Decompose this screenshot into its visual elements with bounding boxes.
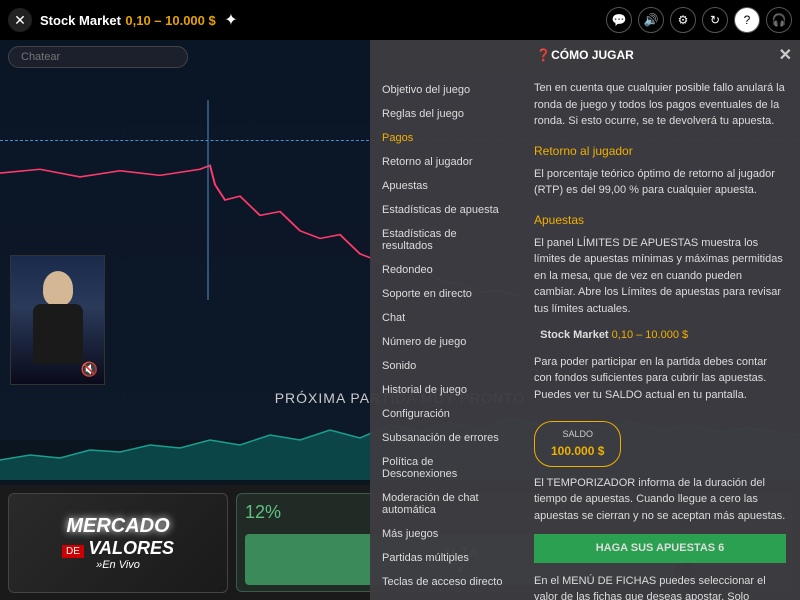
temporizador-text: El TEMPORIZADOR informa de la duración d…	[534, 475, 786, 525]
haga-apuestas-button: HAGA SUS APUESTAS 6	[534, 534, 786, 563]
stock-limits: Stock Market 0,10 – 10.000 $	[534, 327, 786, 344]
alza-percent: 12%	[245, 502, 281, 526]
help-nav-item[interactable]: Chat	[370, 306, 520, 330]
help-nav-item[interactable]: Configuración	[370, 402, 520, 426]
mute-icon[interactable]: 🔇	[81, 361, 98, 378]
chat-icon[interactable]: 💬	[606, 7, 632, 33]
header: ✕ Stock Market 0,10 – 10.000 $ ✦ 💬 🔊 ⚙ ↻…	[0, 0, 800, 40]
logo-line2: VALORES	[88, 538, 174, 558]
rtp-text: El porcentaje teórico óptimo de retorno …	[534, 166, 786, 199]
game-title: Stock Market 0,10 – 10.000 $ ✦	[40, 10, 238, 30]
help-nav-item[interactable]: Objetivo del juego	[370, 78, 520, 102]
help-nav-item[interactable]: Partidas múltiples	[370, 546, 520, 570]
title-range: 0,10 – 10.000 $	[125, 13, 215, 28]
menu-fichas-text: En el MENÚ DE FICHAS puedes seleccionar …	[534, 573, 786, 600]
help-overlay: ❓ CÓMO JUGAR ✕ Objetivo del juegoReglas …	[370, 40, 800, 600]
saldo-badge: SALDO 100.000 $	[534, 421, 621, 467]
apuestas-text: El panel LÍMITES DE APUESTAS muestra los…	[534, 235, 786, 318]
logo-line2-wrap: DE VALORES	[62, 538, 174, 559]
close-button[interactable]: ✕	[8, 8, 32, 32]
help-nav-item[interactable]: Retorno al jugador	[370, 150, 520, 174]
saldo-value: 100.000 $	[551, 442, 604, 460]
help-nav-item[interactable]: Apuestas	[370, 174, 520, 198]
help-nav-item[interactable]: Pagos	[370, 126, 520, 150]
chat-input[interactable]	[8, 46, 188, 68]
lightning-icon: ✦	[224, 12, 237, 29]
help-body: Objetivo del juegoReglas del juegoPagosR…	[370, 70, 800, 600]
stock-name: Stock Market	[540, 329, 608, 341]
participar-text: Para poder participar en la partida debe…	[534, 354, 786, 404]
game-logo: MERCADO DE VALORES »En Vivo	[8, 493, 228, 593]
help-nav-item[interactable]: Más juegos	[370, 522, 520, 546]
help-content[interactable]: Ten en cuenta que cualquier posible fall…	[520, 70, 800, 600]
help-nav-item[interactable]: Subsanación de errores	[370, 426, 520, 450]
help-nav-item[interactable]: Estadísticas de resultados	[370, 222, 520, 258]
header-right: 💬 🔊 ⚙ ↻ ? 🎧	[606, 7, 792, 33]
help-nav-item[interactable]: Redondeo	[370, 258, 520, 282]
help-nav-item[interactable]: Soporte en directo	[370, 282, 520, 306]
help-icon[interactable]: ?	[734, 7, 760, 33]
history-icon[interactable]: ↻	[702, 7, 728, 33]
help-nav-item[interactable]: Reglas del juego	[370, 102, 520, 126]
rtp-heading: Retorno al jugador	[534, 142, 786, 160]
help-close-button[interactable]: ✕	[779, 45, 792, 65]
help-nav-item[interactable]: Moderación de chat automática	[370, 486, 520, 522]
title-text: Stock Market	[40, 13, 121, 28]
settings-icon[interactable]: ⚙	[670, 7, 696, 33]
help-nav-item[interactable]: Número de juego	[370, 330, 520, 354]
help-nav-item[interactable]: Teclas de acceso directo	[370, 570, 520, 594]
help-nav-item[interactable]: Historial de juego	[370, 378, 520, 402]
help-header: ❓ CÓMO JUGAR ✕	[370, 40, 800, 70]
help-title: CÓMO JUGAR	[551, 48, 634, 62]
support-icon[interactable]: 🎧	[766, 7, 792, 33]
sound-icon[interactable]: 🔊	[638, 7, 664, 33]
help-nav-item[interactable]: Política de Desconexiones	[370, 450, 520, 486]
logo-line3: »En Vivo	[62, 559, 174, 571]
help-nav-item[interactable]: Estadísticas de apuesta	[370, 198, 520, 222]
stock-range: 0,10 – 10.000 $	[612, 329, 688, 341]
saldo-label: SALDO	[551, 428, 604, 442]
help-nav: Objetivo del juegoReglas del juegoPagosR…	[370, 70, 520, 600]
help-intro: Ten en cuenta que cualquier posible fall…	[534, 80, 786, 130]
video-presenter[interactable]: 🔇	[10, 255, 105, 385]
help-nav-item[interactable]: Sonido	[370, 354, 520, 378]
help-question-icon: ❓	[536, 48, 551, 62]
logo-line1: MERCADO	[62, 515, 174, 538]
header-left: ✕ Stock Market 0,10 – 10.000 $ ✦	[8, 8, 238, 32]
logo-de: DE	[62, 545, 84, 558]
apuestas-heading: Apuestas	[534, 211, 786, 229]
